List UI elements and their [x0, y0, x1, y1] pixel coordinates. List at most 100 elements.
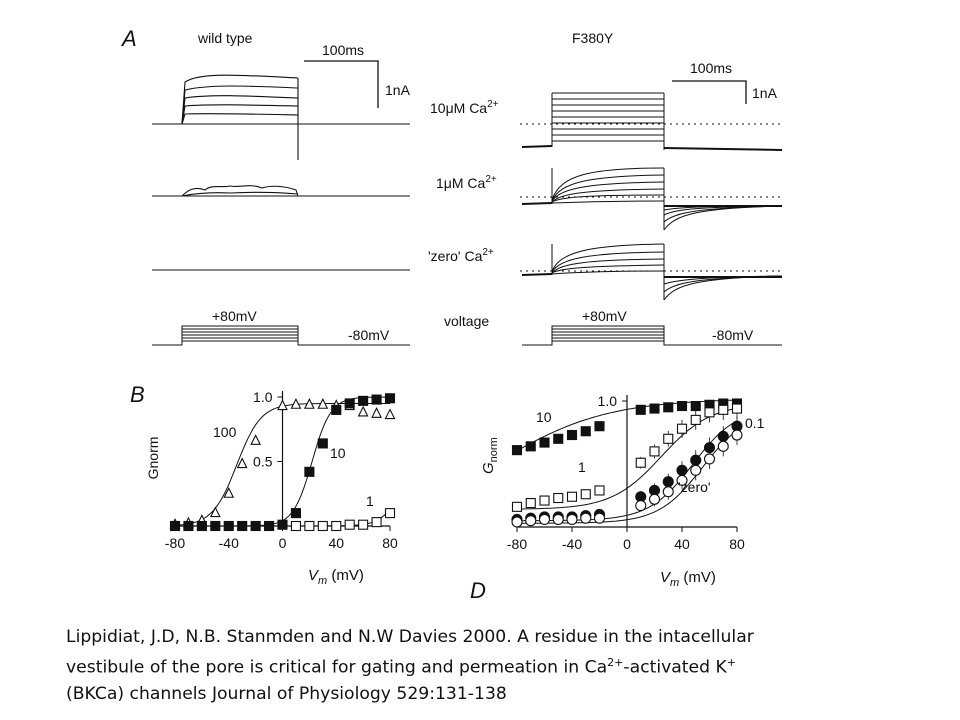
data-point — [539, 437, 550, 448]
f380y-traces-zero — [520, 243, 783, 301]
data-point — [593, 512, 606, 524]
data-point — [331, 404, 342, 415]
data-point — [371, 407, 382, 418]
f380y-voltage-protocol — [522, 325, 782, 346]
caption-sup-k: + — [726, 656, 736, 669]
data-point — [384, 408, 396, 420]
data-point — [303, 398, 315, 409]
wild-type-scale-bar — [304, 60, 379, 108]
series-zero — [511, 429, 743, 528]
panel-d-label: D — [470, 578, 486, 603]
f380y-title: F380Y — [572, 30, 614, 46]
data-point — [237, 520, 248, 532]
figure: A wild type 100ms 1nA +80mV -80mV F380Y … — [120, 26, 783, 603]
data-point — [317, 398, 329, 409]
data-point — [304, 520, 315, 532]
data-point — [717, 440, 729, 452]
y-tick-label: 0.5 — [253, 454, 273, 470]
data-point — [250, 520, 261, 532]
caption-line-2a: vestibule of the pore is critical for ga… — [66, 657, 608, 678]
data-point — [525, 498, 536, 509]
wild-type-traces-10uM — [152, 74, 410, 160]
x-tick-label: -80 — [165, 535, 185, 551]
data-point — [676, 464, 688, 476]
data-point — [223, 520, 234, 532]
data-point — [525, 441, 536, 452]
data-point — [357, 405, 369, 417]
series-label-0.1: 0.1 — [745, 415, 765, 431]
chart-panel-d: -80 -40 0 40 80 1.0 10 1 0.1 'zero' Gnorm Vm (mV) — [480, 393, 765, 589]
data-point — [580, 426, 591, 437]
data-point — [331, 520, 342, 532]
panel-b-label: B — [130, 382, 145, 407]
data-point — [511, 516, 523, 528]
data-point — [539, 495, 550, 506]
data-point — [250, 434, 262, 445]
caption-sup-ca: 2+ — [607, 656, 624, 669]
wild-type-current-scale: 1nA — [385, 82, 411, 98]
chart-panel-b: -80 -40 0 40 80 1.0 0.5 100 10 1 Gnorm Vm (mV) — [145, 389, 398, 587]
f380y-current-scale: 1nA — [752, 85, 778, 101]
series-label-10: 10 — [536, 409, 552, 425]
x-tick-label: 40 — [328, 535, 344, 551]
series-1 — [511, 403, 743, 512]
data-point — [290, 398, 302, 409]
series-1 — [290, 508, 396, 532]
caption-line-2b: -activated K — [623, 657, 727, 678]
data-point — [635, 404, 646, 415]
data-point — [690, 464, 702, 476]
data-point — [703, 442, 716, 454]
data-point — [552, 513, 564, 525]
x-tick-label: 0 — [623, 536, 631, 552]
data-point — [358, 519, 369, 530]
series-label-1: 1 — [578, 459, 586, 475]
f380y-traces-1uM — [520, 167, 783, 231]
data-point — [277, 519, 288, 530]
data-point — [717, 430, 729, 442]
series-label-10: 10 — [330, 445, 346, 461]
x-tick-label: 40 — [674, 536, 690, 552]
data-point — [663, 402, 674, 413]
row-label-10uM: 10μM Ca2+ — [430, 99, 499, 116]
data-point — [566, 429, 578, 441]
wild-type-step-voltage: +80mV — [212, 308, 257, 324]
data-point — [371, 517, 382, 528]
f380y-step-voltage: +80mV — [582, 308, 627, 324]
data-point — [718, 404, 729, 415]
series-label-1: 1 — [366, 493, 374, 509]
data-point — [196, 520, 207, 532]
caption-line-1: Lippidiat, J.D, N.B. Stanmden and N.W Da… — [66, 627, 754, 647]
row-label-1uM: 1μM Ca2+ — [436, 174, 497, 191]
caption-line-2: vestibule of the pore is critical for ga… — [66, 650, 926, 681]
data-point — [290, 508, 301, 519]
data-point — [183, 520, 194, 532]
wild-type-holding-voltage: -80mV — [348, 327, 390, 343]
data-point — [371, 394, 382, 405]
figure-caption: Lippidiat, J.D, N.B. Stanmden and N.W Da… — [66, 624, 926, 707]
y-axis-label: Gnorm — [480, 437, 500, 474]
y-axis-label: Gnorm — [145, 437, 161, 480]
data-point — [676, 423, 688, 434]
data-point — [662, 486, 674, 498]
data-point — [594, 485, 605, 496]
data-point — [317, 438, 328, 449]
data-point — [648, 493, 661, 505]
data-point — [662, 476, 674, 488]
f380y-holding-voltage: -80mV — [712, 327, 754, 343]
data-point — [663, 433, 674, 444]
y-tick-label: 1.0 — [253, 389, 273, 405]
panel-a-label: A — [120, 26, 137, 51]
data-point — [580, 489, 591, 500]
wild-type-time-scale: 100ms — [322, 42, 364, 58]
data-point — [649, 403, 660, 414]
y-tick-label: 1.0 — [598, 393, 618, 409]
data-point — [690, 414, 701, 425]
data-point — [344, 398, 355, 409]
f380y-traces-10uM — [520, 92, 783, 151]
data-point — [731, 403, 743, 414]
data-point — [277, 399, 288, 411]
x-axis-label: Vm (mV) — [660, 569, 716, 589]
data-point — [580, 512, 592, 524]
data-point — [566, 513, 578, 525]
data-point — [358, 395, 369, 406]
